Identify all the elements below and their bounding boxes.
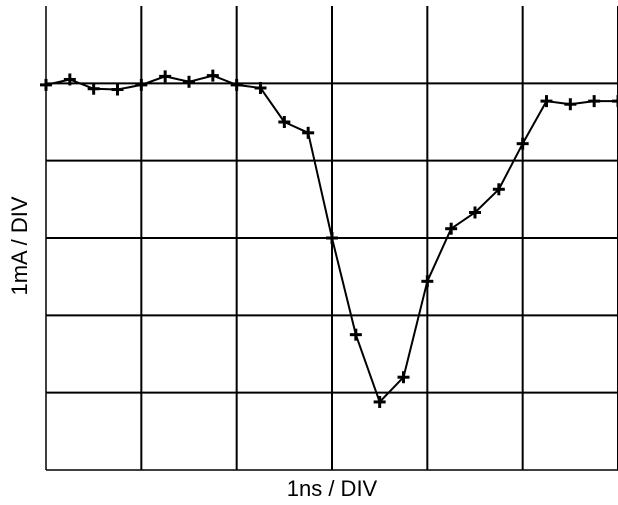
data-point [492, 183, 505, 196]
data-point [230, 78, 243, 91]
data-point [588, 95, 601, 108]
data-point [111, 83, 124, 96]
data-point [135, 78, 148, 91]
data-point [421, 275, 434, 288]
data-point [40, 78, 52, 91]
data-point [540, 95, 553, 108]
data-point [206, 69, 219, 82]
data-point [326, 232, 338, 244]
data-point [397, 371, 410, 384]
data-point [445, 222, 458, 235]
data-marker-layer [40, 69, 618, 408]
data-point [63, 73, 76, 86]
data-point [564, 98, 577, 111]
data-point [254, 81, 267, 94]
data-point [183, 75, 195, 88]
data-point [87, 82, 100, 95]
data-point [349, 328, 362, 341]
data-point [302, 126, 315, 139]
x-axis-label: 1ns / DIV [286, 476, 378, 501]
data-point [278, 116, 291, 128]
data-point [159, 70, 172, 83]
data-point [612, 95, 618, 108]
y-axis-label: 1mA / DIV [7, 196, 32, 296]
data-point [469, 206, 481, 219]
data-point [516, 137, 529, 150]
data-point [373, 395, 386, 408]
